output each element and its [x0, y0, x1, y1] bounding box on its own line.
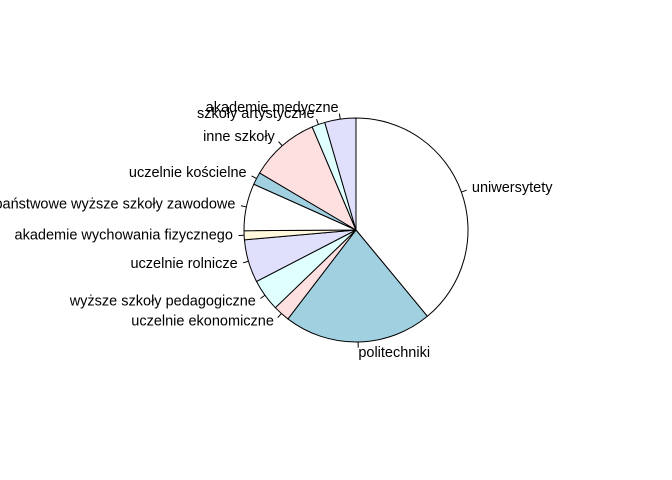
pie-slice-label: politechniki — [358, 345, 430, 361]
pie-slice-label: uczelnie rolnicze — [130, 256, 237, 272]
pie-slice — [258, 126, 358, 232]
pie-leader-tick — [278, 141, 283, 147]
pie-slice-label: państwowe wyższe szkoły zawodowe — [0, 196, 235, 212]
pie-slice-label: szkoły artystyczne — [197, 106, 315, 122]
pie-slice-label: uniwersytety — [472, 180, 553, 196]
pie-leader-tick — [260, 294, 266, 299]
pie-slice-label: wyższe szkoły pedagogiczne — [69, 294, 256, 310]
pie-labels: uniwersytety politechniki uczelnie ekonomi… — [0, 100, 553, 361]
pie-leader-tick — [251, 175, 257, 179]
pie-slice-label: uczelnie kościelne — [129, 165, 247, 181]
pie-leader-tick — [240, 205, 247, 208]
pie-leader-tick — [338, 113, 341, 120]
pie-slice-label: inne szkoły — [203, 129, 275, 145]
pie-slice-label: uczelnie ekonomiczne — [131, 314, 274, 330]
pie-slice — [355, 117, 469, 318]
pie-leader-tick — [242, 260, 249, 264]
pie-leader-tick — [277, 313, 282, 319]
pie-leader-tick — [461, 189, 467, 193]
pie-slices — [243, 117, 469, 343]
pie-slice-label: akademie medyczne — [206, 100, 339, 116]
pie-leader-tick — [316, 119, 319, 125]
pie-slice-label: akademie wychowania fizycznego — [15, 228, 233, 244]
